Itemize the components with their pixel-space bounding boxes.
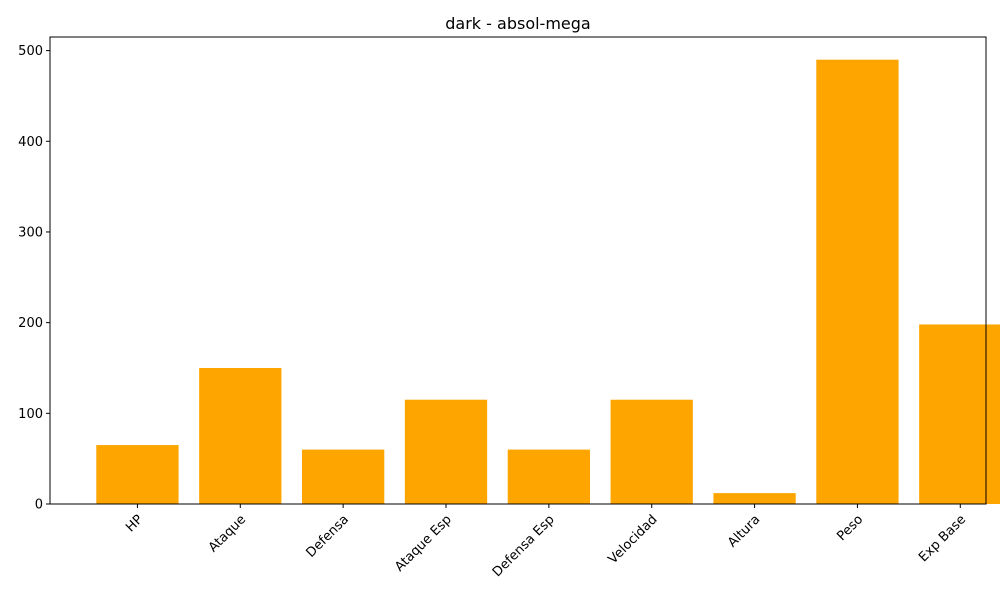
y-tick-label: 500 bbox=[18, 44, 43, 59]
y-tick-label: 100 bbox=[18, 407, 43, 422]
bars-group bbox=[96, 59, 1000, 505]
plot-frame bbox=[49, 36, 987, 505]
x-tick-label: Ataque Esp bbox=[392, 512, 455, 575]
bar-ataque-esp bbox=[404, 399, 488, 504]
bar-exp-base bbox=[919, 324, 1000, 504]
bar-velocidad bbox=[610, 399, 693, 504]
x-tick-label: Peso bbox=[834, 512, 866, 544]
bar-defensa bbox=[302, 449, 385, 504]
bar-defensa-esp bbox=[507, 449, 590, 504]
bar-peso bbox=[816, 59, 899, 505]
x-tick-label: Altura bbox=[725, 512, 763, 550]
bar-ataque bbox=[199, 367, 282, 504]
y-tick-label: 200 bbox=[18, 316, 43, 331]
y-tick-label: 0 bbox=[35, 498, 43, 513]
x-tick-label: Defensa Esp bbox=[490, 512, 558, 580]
x-tick-label: Exp Base bbox=[916, 512, 969, 565]
y-tick-label: 400 bbox=[18, 135, 43, 150]
x-tick-label: Ataque bbox=[206, 512, 249, 555]
x-tick-label: Defensa bbox=[303, 512, 351, 560]
bar-altura bbox=[713, 493, 796, 504]
y-axis: 0 100 200 300 400 500 bbox=[18, 44, 50, 513]
chart-title: dark - absol-mega bbox=[445, 14, 590, 33]
x-tick-label: HP bbox=[123, 512, 146, 535]
x-axis: HP Ataque Defensa Ataque Esp Defensa Esp Velo… bbox=[123, 504, 969, 580]
bar-hp bbox=[96, 445, 179, 504]
x-tick-label: Velocidad bbox=[606, 512, 661, 567]
y-tick-label: 300 bbox=[18, 225, 43, 240]
